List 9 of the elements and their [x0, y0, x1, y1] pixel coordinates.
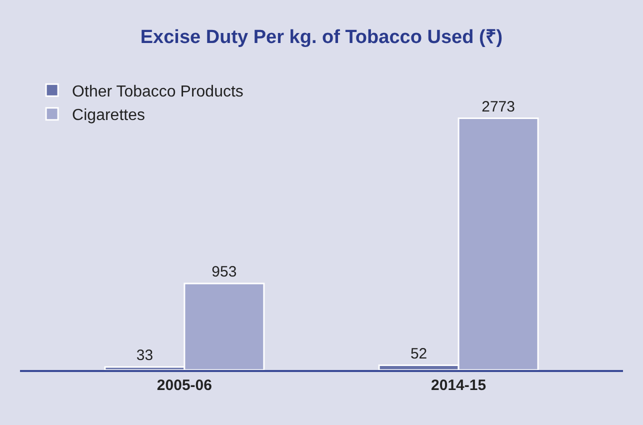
data-label: 33	[136, 347, 154, 364]
data-label: 2773	[482, 98, 515, 116]
data-label: 953	[212, 263, 237, 280]
chart-title: Excise Duty Per kg. of Tobacco Used (₹)	[140, 27, 503, 48]
x-tick-label: 2014-15	[431, 376, 486, 394]
legend-label: Other Tobacco Products	[72, 83, 244, 100]
x-tick-label: 2005-06	[156, 376, 212, 394]
data-label: 52	[410, 345, 428, 362]
legend-label: Cigarettes	[72, 107, 145, 124]
